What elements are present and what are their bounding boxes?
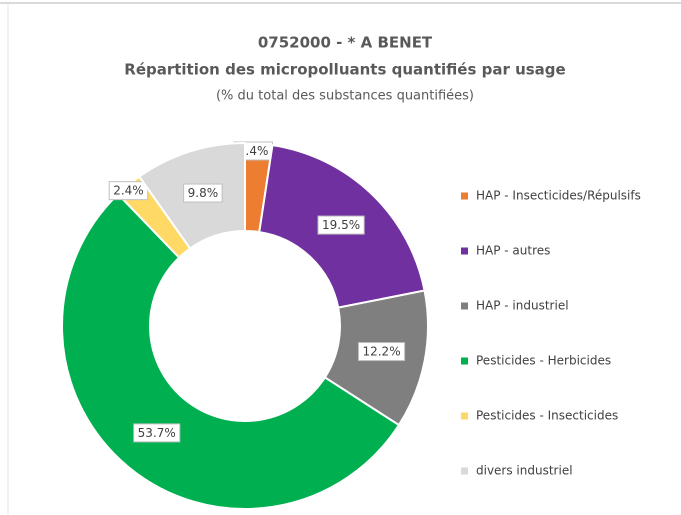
chart-title: 0752000 - * A BENET	[258, 34, 433, 52]
data-label-box	[183, 183, 223, 203]
legend-label: HAP - autres	[476, 244, 550, 258]
data-label-box	[317, 215, 365, 235]
data-label: 53.7%	[138, 426, 176, 440]
data-label: 19.5%	[322, 218, 360, 232]
chart-note: (% du total des substances quantifiées)	[216, 89, 474, 104]
data-label: 9.8%	[188, 186, 219, 200]
legend-swatch	[461, 302, 468, 310]
legend-label: HAP - industriel	[476, 299, 569, 313]
data-label: 2.4%	[113, 184, 144, 198]
data-label-box	[108, 181, 149, 201]
data-label-box	[133, 423, 181, 443]
legend-label: Pesticides - Herbicides	[476, 354, 611, 368]
legend-label: divers industriel	[476, 464, 573, 478]
legend-swatch	[461, 357, 468, 365]
chart-subtitle: Répartition des micropolluants quantifié…	[124, 61, 565, 79]
legend-swatch	[461, 247, 468, 255]
legend-swatch	[461, 192, 468, 200]
data-label: 12.2%	[362, 345, 400, 359]
legend-label: HAP - Insecticides/Répulsifs	[476, 189, 641, 203]
data-label-box	[357, 342, 406, 362]
legend-label: Pesticides - Insecticides	[476, 409, 618, 423]
legend-swatch	[461, 412, 468, 420]
legend-swatch	[461, 467, 468, 475]
